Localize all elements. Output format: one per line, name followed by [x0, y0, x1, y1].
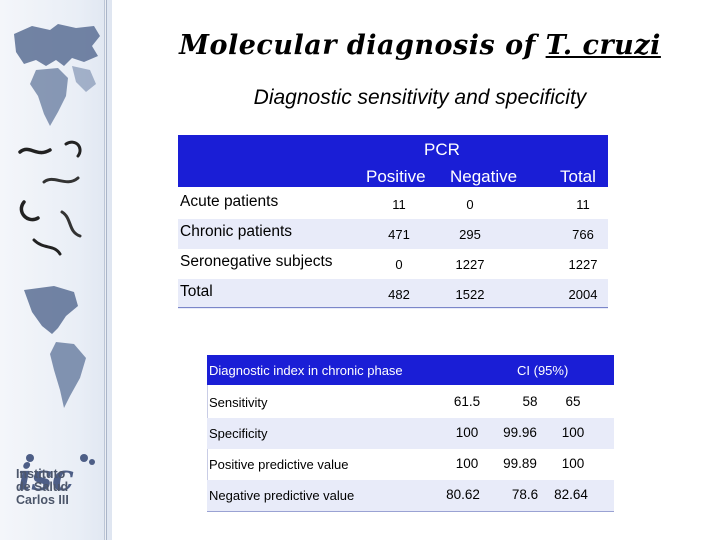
title-species: T. cruzi: [545, 30, 661, 61]
table-row: Total 482 1522 2004: [178, 279, 608, 309]
negative-value: 0: [466, 197, 474, 212]
total-value: 766: [572, 227, 594, 242]
ci-low: 99.89: [503, 456, 537, 471]
header-negative: Negative: [450, 167, 518, 186]
table-row: Seronegative subjects 0 1227 1227: [178, 249, 608, 279]
row-label: Positive predictive value: [209, 457, 349, 472]
logo-mark: isc: [18, 457, 74, 499]
institute-name-line1: Instituto: [16, 467, 66, 481]
negative-value: 1522: [455, 287, 485, 302]
table-row: Negative predictive value 80.62 78.6 82.…: [207, 480, 614, 511]
row-label: Acute patients: [180, 193, 279, 210]
index-value: 80.62: [446, 487, 480, 502]
ci-high: 82.64: [554, 487, 588, 502]
table-row: Chronic patients 471 295 766: [178, 219, 608, 249]
row-label: Seronegative subjects: [180, 253, 333, 270]
row-label: Negative predictive value: [209, 488, 355, 503]
row-label: Specificity: [209, 426, 268, 441]
total-value: 1227: [568, 257, 598, 272]
row-label: Chronic patients: [180, 223, 293, 240]
table-bottom-rule: [178, 307, 608, 308]
americas-map: [24, 286, 86, 408]
total-value: 2004: [568, 287, 598, 302]
institute-name-line2: de Salud: [16, 480, 69, 494]
table-bottom-rule: [207, 511, 614, 512]
ci-low: 58: [522, 394, 538, 409]
institute-name: Instituto de Salud Carlos III: [16, 468, 96, 507]
ci-low: 99.96: [503, 425, 537, 440]
negative-value: 1227: [455, 257, 485, 272]
ci-high: 100: [561, 456, 585, 471]
row-label: Total: [180, 283, 213, 300]
negative-value: 295: [459, 227, 481, 242]
index-table-header: Diagnostic index in chronic phase CI (95…: [207, 355, 614, 385]
total-value: 11: [576, 197, 590, 212]
table-row: Sensitivity 61.5 58 65: [207, 387, 614, 418]
title-prefix: Molecular diagnosis of: [179, 30, 546, 61]
header-pcr: PCR: [424, 140, 460, 159]
positive-value: 0: [395, 257, 403, 272]
slide-subtitle: Diagnostic sensitivity and specificity: [253, 86, 587, 109]
institute-logo: isc: [18, 454, 95, 499]
index-value: 61.5: [453, 394, 481, 409]
positive-value: 471: [388, 227, 410, 242]
pcr-table-header: PCR Positive Negative Total: [178, 135, 608, 187]
positive-value: 11: [392, 197, 406, 212]
header-positive: Positive: [366, 167, 426, 186]
ci-high: 100: [561, 425, 585, 440]
positive-value: 482: [388, 287, 410, 302]
table-row: Acute patients 11 0 11: [178, 189, 608, 219]
parasites-illustration: [18, 140, 82, 256]
ci-high: 65: [565, 394, 581, 409]
table-row: Specificity 100 99.96 100: [207, 418, 614, 449]
institute-name-line3: Carlos III: [16, 493, 69, 507]
side-divider: [104, 0, 107, 540]
index-value: 100: [455, 456, 479, 471]
slide-title: Molecular diagnosis of T. cruzi: [160, 30, 680, 61]
europe-africa-map: [14, 24, 100, 126]
header-total: Total: [560, 167, 596, 186]
ci-low: 78.6: [511, 487, 539, 502]
header-ci: CI (95%): [517, 363, 569, 378]
header-index-label: Diagnostic index in chronic phase: [209, 363, 403, 378]
row-label: Sensitivity: [209, 395, 268, 410]
index-value: 100: [455, 425, 479, 440]
table-row: Positive predictive value 100 99.89 100: [207, 449, 614, 480]
